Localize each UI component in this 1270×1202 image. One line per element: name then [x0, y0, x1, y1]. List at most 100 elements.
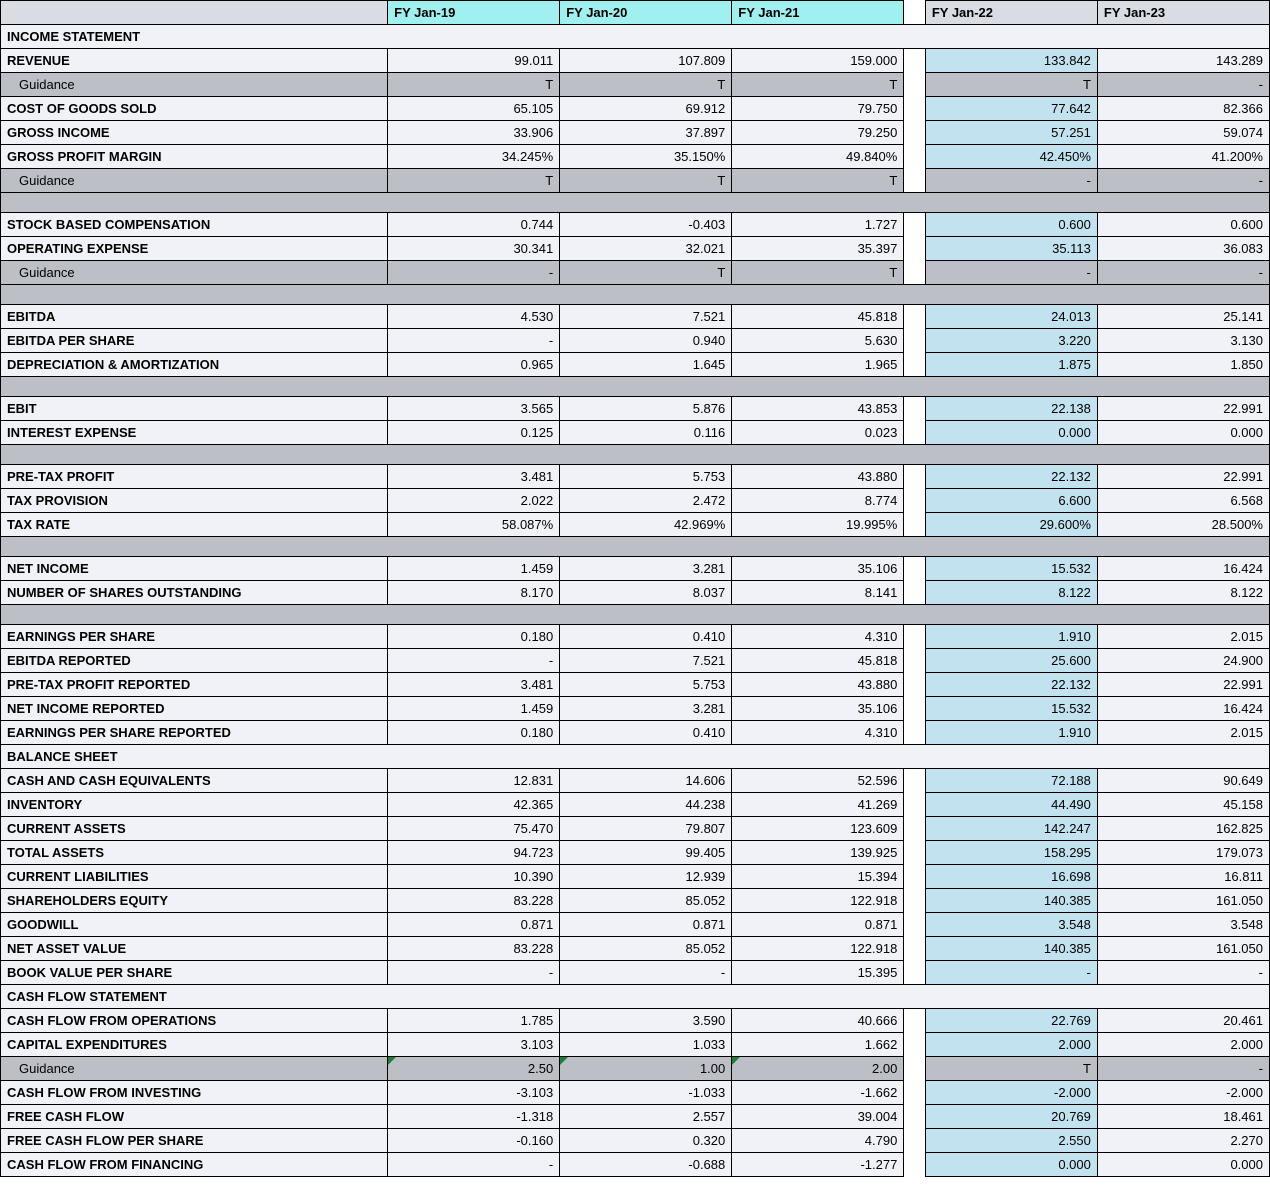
cell: 179.073	[1097, 841, 1269, 865]
row-label: EBITDA	[1, 305, 388, 329]
cell: -	[1097, 261, 1269, 285]
cell: 16.424	[1097, 557, 1269, 581]
spacer-row	[1, 537, 1270, 557]
header-fy22: FY Jan-22	[925, 1, 1097, 25]
cell: 22.769	[925, 1009, 1097, 1033]
cell: -1.277	[732, 1153, 904, 1177]
table-row: GuidanceTTTT-	[1, 73, 1270, 97]
cell: -	[925, 961, 1097, 985]
cell: 7.521	[560, 649, 732, 673]
cell: 2.015	[1097, 625, 1269, 649]
header-fy23: FY Jan-23	[1097, 1, 1269, 25]
cell: 8.122	[925, 581, 1097, 605]
cell: 2.550	[925, 1129, 1097, 1153]
cell: 4.530	[388, 305, 560, 329]
table-row: EBIT3.5655.87643.85322.13822.991	[1, 397, 1270, 421]
row-label: TAX RATE	[1, 513, 388, 537]
gap	[904, 817, 926, 841]
row-label: Guidance	[1, 1057, 388, 1081]
table-row: BALANCE SHEET	[1, 745, 1270, 769]
gap	[904, 721, 926, 745]
row-label: NUMBER OF SHARES OUTSTANDING	[1, 581, 388, 605]
cell: 1.910	[925, 625, 1097, 649]
cell: 59.074	[1097, 121, 1269, 145]
cell: 3.481	[388, 465, 560, 489]
gap	[904, 1105, 926, 1129]
cell: -0.403	[560, 213, 732, 237]
cell: 8.141	[732, 581, 904, 605]
gap	[904, 673, 926, 697]
gap	[904, 1081, 926, 1105]
cell: 8.170	[388, 581, 560, 605]
cell: T	[925, 73, 1097, 97]
gap	[904, 213, 926, 237]
cell: 69.912	[560, 97, 732, 121]
cell: 1.459	[388, 557, 560, 581]
cell: 39.004	[732, 1105, 904, 1129]
cell: 1.459	[388, 697, 560, 721]
cell: 0.871	[388, 913, 560, 937]
cell: 15.395	[732, 961, 904, 985]
cell: 0.940	[560, 329, 732, 353]
cell: 0.180	[388, 721, 560, 745]
cell: 3.103	[388, 1033, 560, 1057]
cell: 1.850	[1097, 353, 1269, 377]
cell: 2.022	[388, 489, 560, 513]
gap	[904, 1129, 926, 1153]
gap	[904, 1033, 926, 1057]
cell: 0.000	[925, 421, 1097, 445]
spacer-row	[1, 445, 1270, 465]
cell: T	[388, 169, 560, 193]
row-label: CASH AND CASH EQUIVALENTS	[1, 769, 388, 793]
cell: 107.809	[560, 49, 732, 73]
gap	[904, 1153, 926, 1177]
table-row: OPERATING EXPENSE30.34132.02135.39735.11…	[1, 237, 1270, 261]
cell: -1.318	[388, 1105, 560, 1129]
cell: 43.880	[732, 465, 904, 489]
header-blank	[1, 1, 388, 25]
row-label: NET INCOME	[1, 557, 388, 581]
cell: 5.753	[560, 673, 732, 697]
cell: 22.991	[1097, 465, 1269, 489]
cell: 42.450%	[925, 145, 1097, 169]
cell: 49.840%	[732, 145, 904, 169]
cell: 142.247	[925, 817, 1097, 841]
cell: 19.995%	[732, 513, 904, 537]
cell: 0.965	[388, 353, 560, 377]
table-row: CASH FLOW FROM OPERATIONS1.7853.59040.66…	[1, 1009, 1270, 1033]
gap	[904, 97, 926, 121]
cell: 37.897	[560, 121, 732, 145]
table-row: STOCK BASED COMPENSATION0.744-0.4031.727…	[1, 213, 1270, 237]
cell: 3.590	[560, 1009, 732, 1033]
table-row: CASH FLOW FROM FINANCING--0.688-1.2770.0…	[1, 1153, 1270, 1177]
cell: 35.150%	[560, 145, 732, 169]
row-label: INTEREST EXPENSE	[1, 421, 388, 445]
cell: 161.050	[1097, 889, 1269, 913]
row-label: GOODWILL	[1, 913, 388, 937]
cell: 79.750	[732, 97, 904, 121]
cell: 32.021	[560, 237, 732, 261]
cell: 29.600%	[925, 513, 1097, 537]
cell: -	[388, 329, 560, 353]
cell: 0.000	[925, 1153, 1097, 1177]
cell: 0.000	[1097, 1153, 1269, 1177]
cell: T	[732, 169, 904, 193]
table-row: TOTAL ASSETS94.72399.405139.925158.29517…	[1, 841, 1270, 865]
cell: 140.385	[925, 937, 1097, 961]
table-row: GuidanceTTT--	[1, 169, 1270, 193]
cell: 25.600	[925, 649, 1097, 673]
cell: 34.245%	[388, 145, 560, 169]
cell: 3.565	[388, 397, 560, 421]
cell: 35.106	[732, 697, 904, 721]
row-label: COST OF GOODS SOLD	[1, 97, 388, 121]
cell: 99.011	[388, 49, 560, 73]
cell: 3.281	[560, 557, 732, 581]
cell: -	[1097, 961, 1269, 985]
cell: T	[925, 1057, 1097, 1081]
gap	[904, 889, 926, 913]
cell: 82.366	[1097, 97, 1269, 121]
cell: 15.532	[925, 697, 1097, 721]
cell: 79.250	[732, 121, 904, 145]
table-row: EBITDA REPORTED-7.52145.81825.60024.900	[1, 649, 1270, 673]
row-label: Guidance	[1, 169, 388, 193]
